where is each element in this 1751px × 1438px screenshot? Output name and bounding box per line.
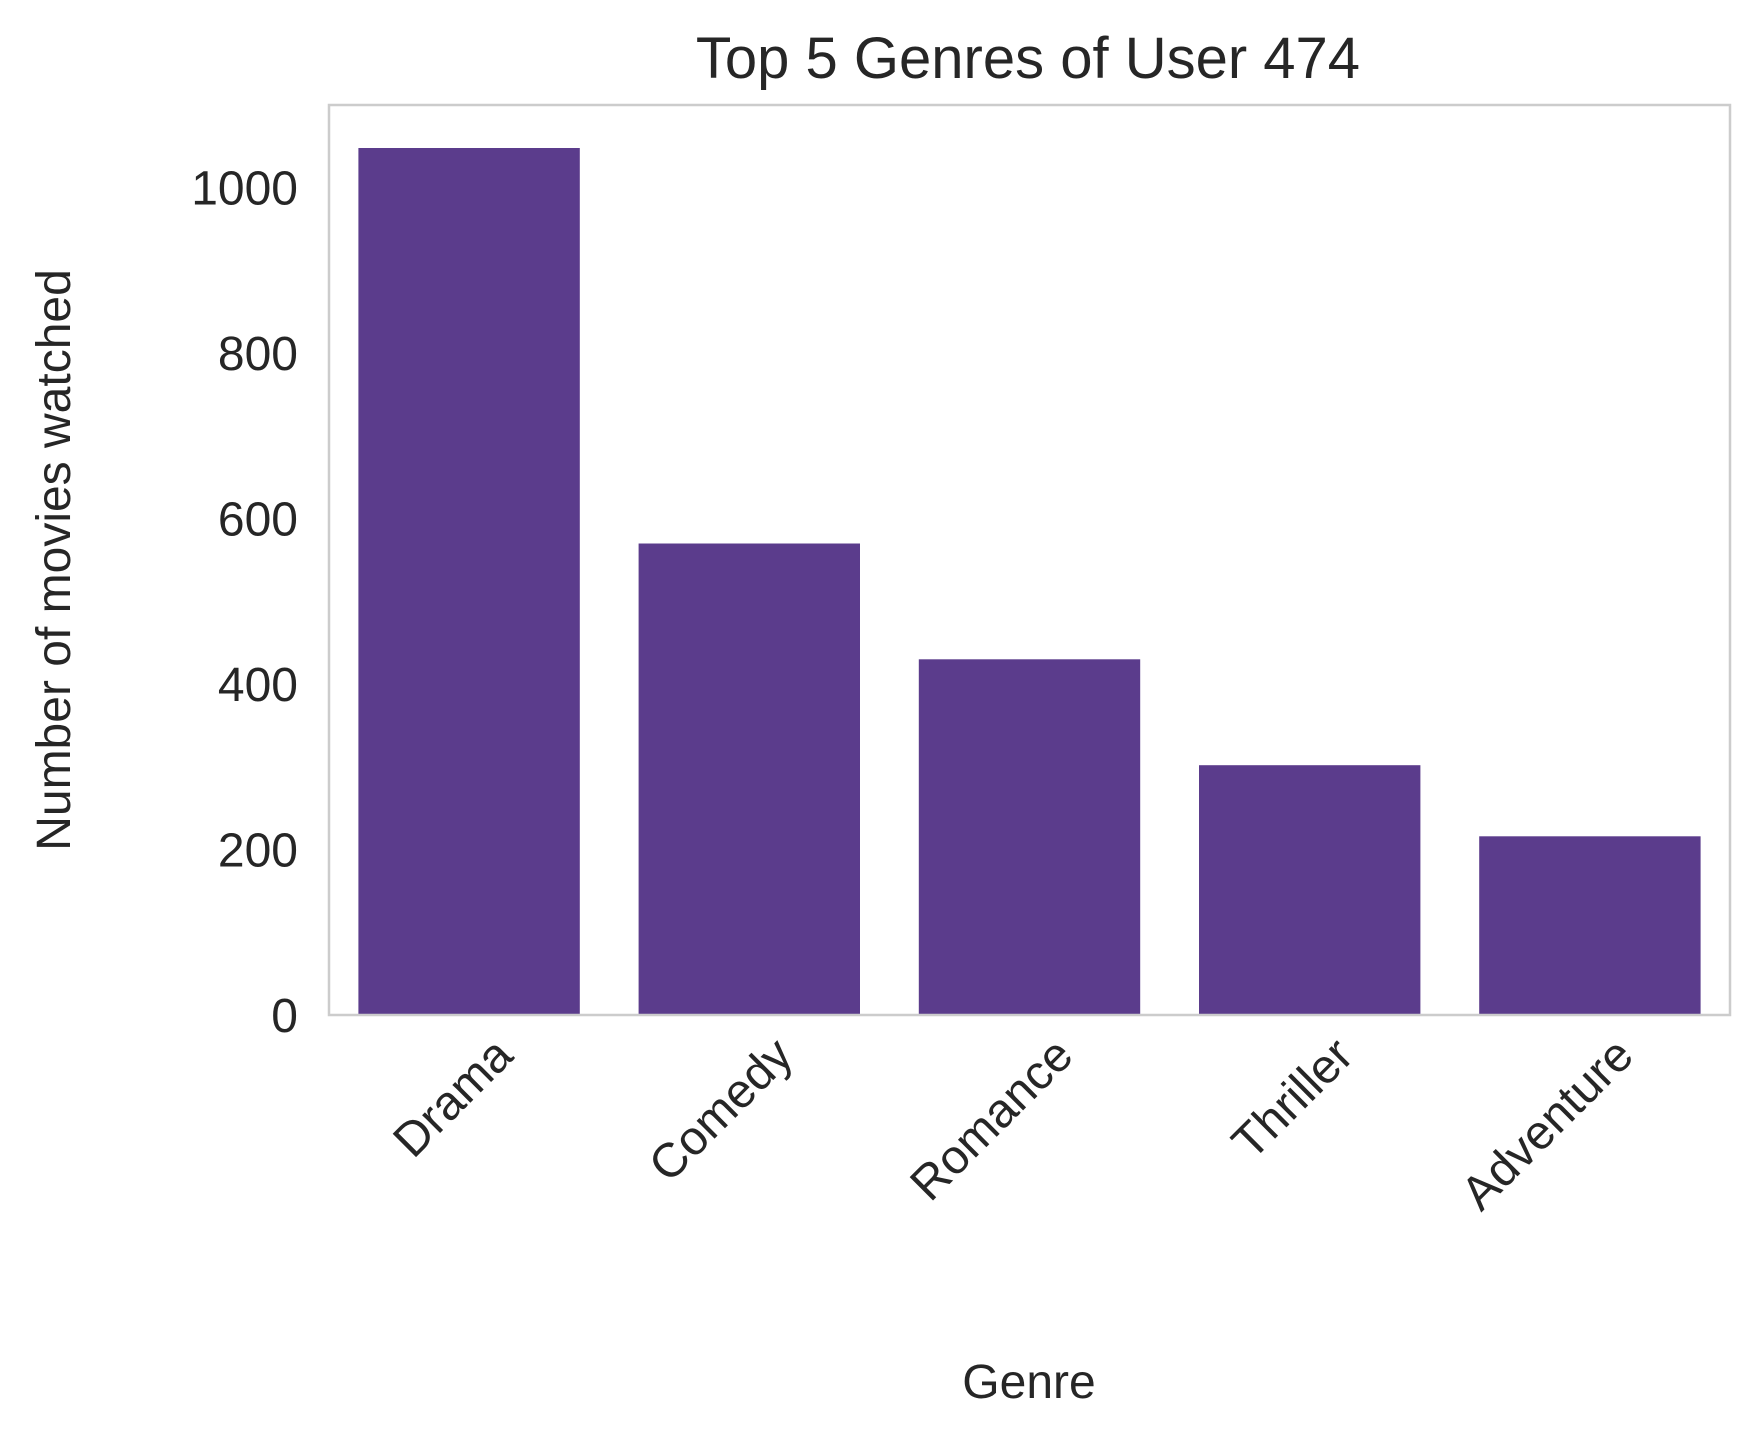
y-tick-label: 200 (218, 825, 298, 878)
y-tick-label: 800 (218, 328, 298, 381)
bars-group (358, 148, 1701, 1015)
y-tick-label: 1000 (191, 163, 298, 216)
y-axis-label: Number of movies watched (28, 269, 81, 851)
plot-frame (327, 103, 1732, 1017)
y-tick-label: 0 (271, 990, 298, 1043)
bar-thriller (1199, 765, 1421, 1015)
x-axis-ticks: Drama Comedy Romance Thriller Adventure (384, 1028, 1644, 1220)
bar-comedy (638, 543, 860, 1015)
chart-title: Top 5 Genres of User 474 (696, 26, 1360, 91)
y-tick-label: 400 (218, 659, 298, 712)
y-tick-label: 600 (218, 494, 298, 547)
x-tick-label: Adventure (1451, 1028, 1643, 1220)
x-tick-label: Drama (384, 1028, 524, 1168)
bar-drama (358, 148, 580, 1015)
x-tick-label: Romance (901, 1028, 1084, 1211)
x-axis-label: Genre (962, 1356, 1095, 1409)
x-tick-label: Comedy (639, 1028, 803, 1192)
x-tick-label: Thriller (1222, 1028, 1363, 1169)
bar-romance (918, 659, 1141, 1015)
bar-adventure (1479, 836, 1701, 1015)
y-axis-ticks: 0 200 400 600 800 1000 (191, 163, 298, 1043)
